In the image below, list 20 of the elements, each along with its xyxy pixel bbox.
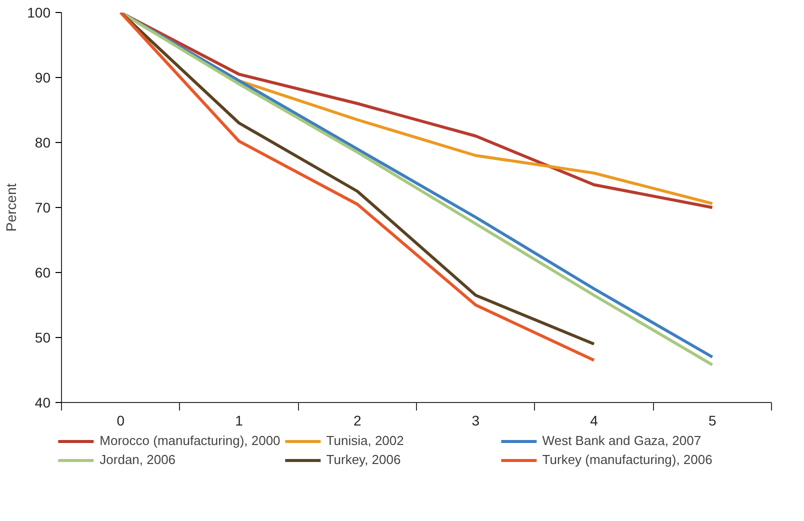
legend-label: Jordan, 2006 bbox=[100, 452, 177, 467]
x-tick-label: 0 bbox=[116, 412, 125, 428]
y-tick-label: 100 bbox=[27, 4, 51, 20]
y-tick-label: 60 bbox=[34, 264, 51, 280]
y-tick-label: 90 bbox=[34, 70, 51, 86]
x-tick-label: 3 bbox=[472, 412, 480, 428]
legend-label: West Bank and Gaza, 2007 bbox=[542, 433, 702, 448]
x-tick-label: 4 bbox=[590, 412, 598, 428]
y-tick-label: 40 bbox=[34, 394, 51, 410]
y-tick-label: 80 bbox=[34, 134, 51, 150]
legend-label: Turkey (manufacturing), 2006 bbox=[542, 452, 712, 467]
legend-label: Morocco (manufacturing), 2000 bbox=[100, 433, 280, 448]
legend-label: Turkey, 2006 bbox=[326, 452, 402, 467]
y-tick-label: 50 bbox=[34, 330, 51, 346]
x-tick-label: 1 bbox=[235, 412, 244, 428]
x-tick-label: 5 bbox=[708, 412, 716, 428]
x-tick-label: 2 bbox=[353, 412, 362, 428]
y-axis-title: Percent bbox=[3, 183, 20, 232]
y-tick-label: 70 bbox=[34, 200, 51, 216]
legend-label: Tunisia, 2002 bbox=[326, 433, 405, 448]
